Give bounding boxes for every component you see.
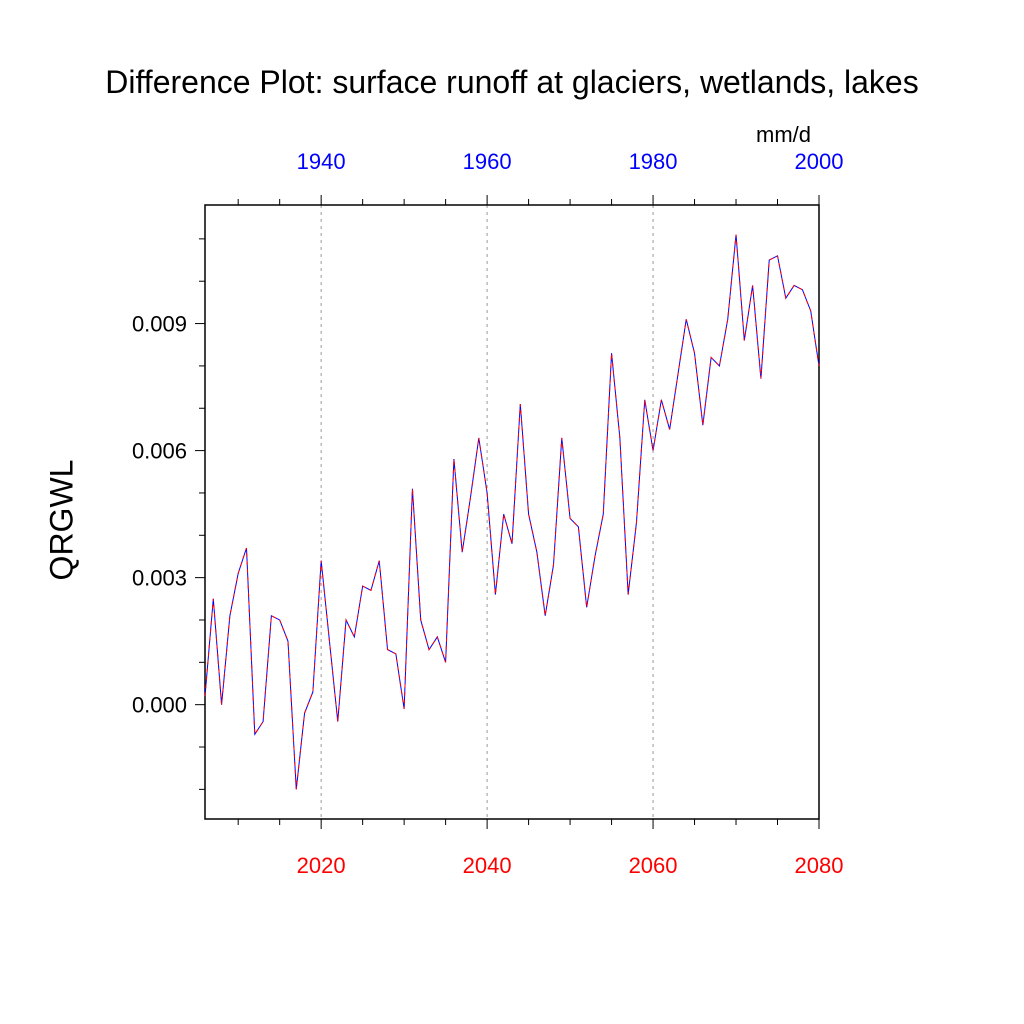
series-line-blue — [204, 234, 820, 790]
chart-title: Difference Plot: surface runoff at glaci… — [105, 64, 919, 100]
x-top-tick-label: 2000 — [795, 149, 844, 174]
x-top-tick-label: 1940 — [297, 149, 346, 174]
x-top-tick-label: 1980 — [629, 149, 678, 174]
y-tick-label: 0.000 — [132, 693, 187, 718]
x-bottom-tick-label: 2060 — [629, 853, 678, 878]
plot-frame — [204, 204, 820, 820]
x-bottom-tick-label: 2020 — [297, 853, 346, 878]
y-tick-label: 0.003 — [132, 566, 187, 591]
x-top-tick-label: 1960 — [463, 149, 512, 174]
x-bottom-tick-label: 2040 — [463, 853, 512, 878]
units-label: mm/d — [756, 122, 811, 147]
y-tick-label: 0.009 — [132, 312, 187, 337]
x-bottom-tick-label: 2080 — [795, 853, 844, 878]
y-tick-label: 0.006 — [132, 439, 187, 464]
series-line-red — [204, 234, 820, 790]
